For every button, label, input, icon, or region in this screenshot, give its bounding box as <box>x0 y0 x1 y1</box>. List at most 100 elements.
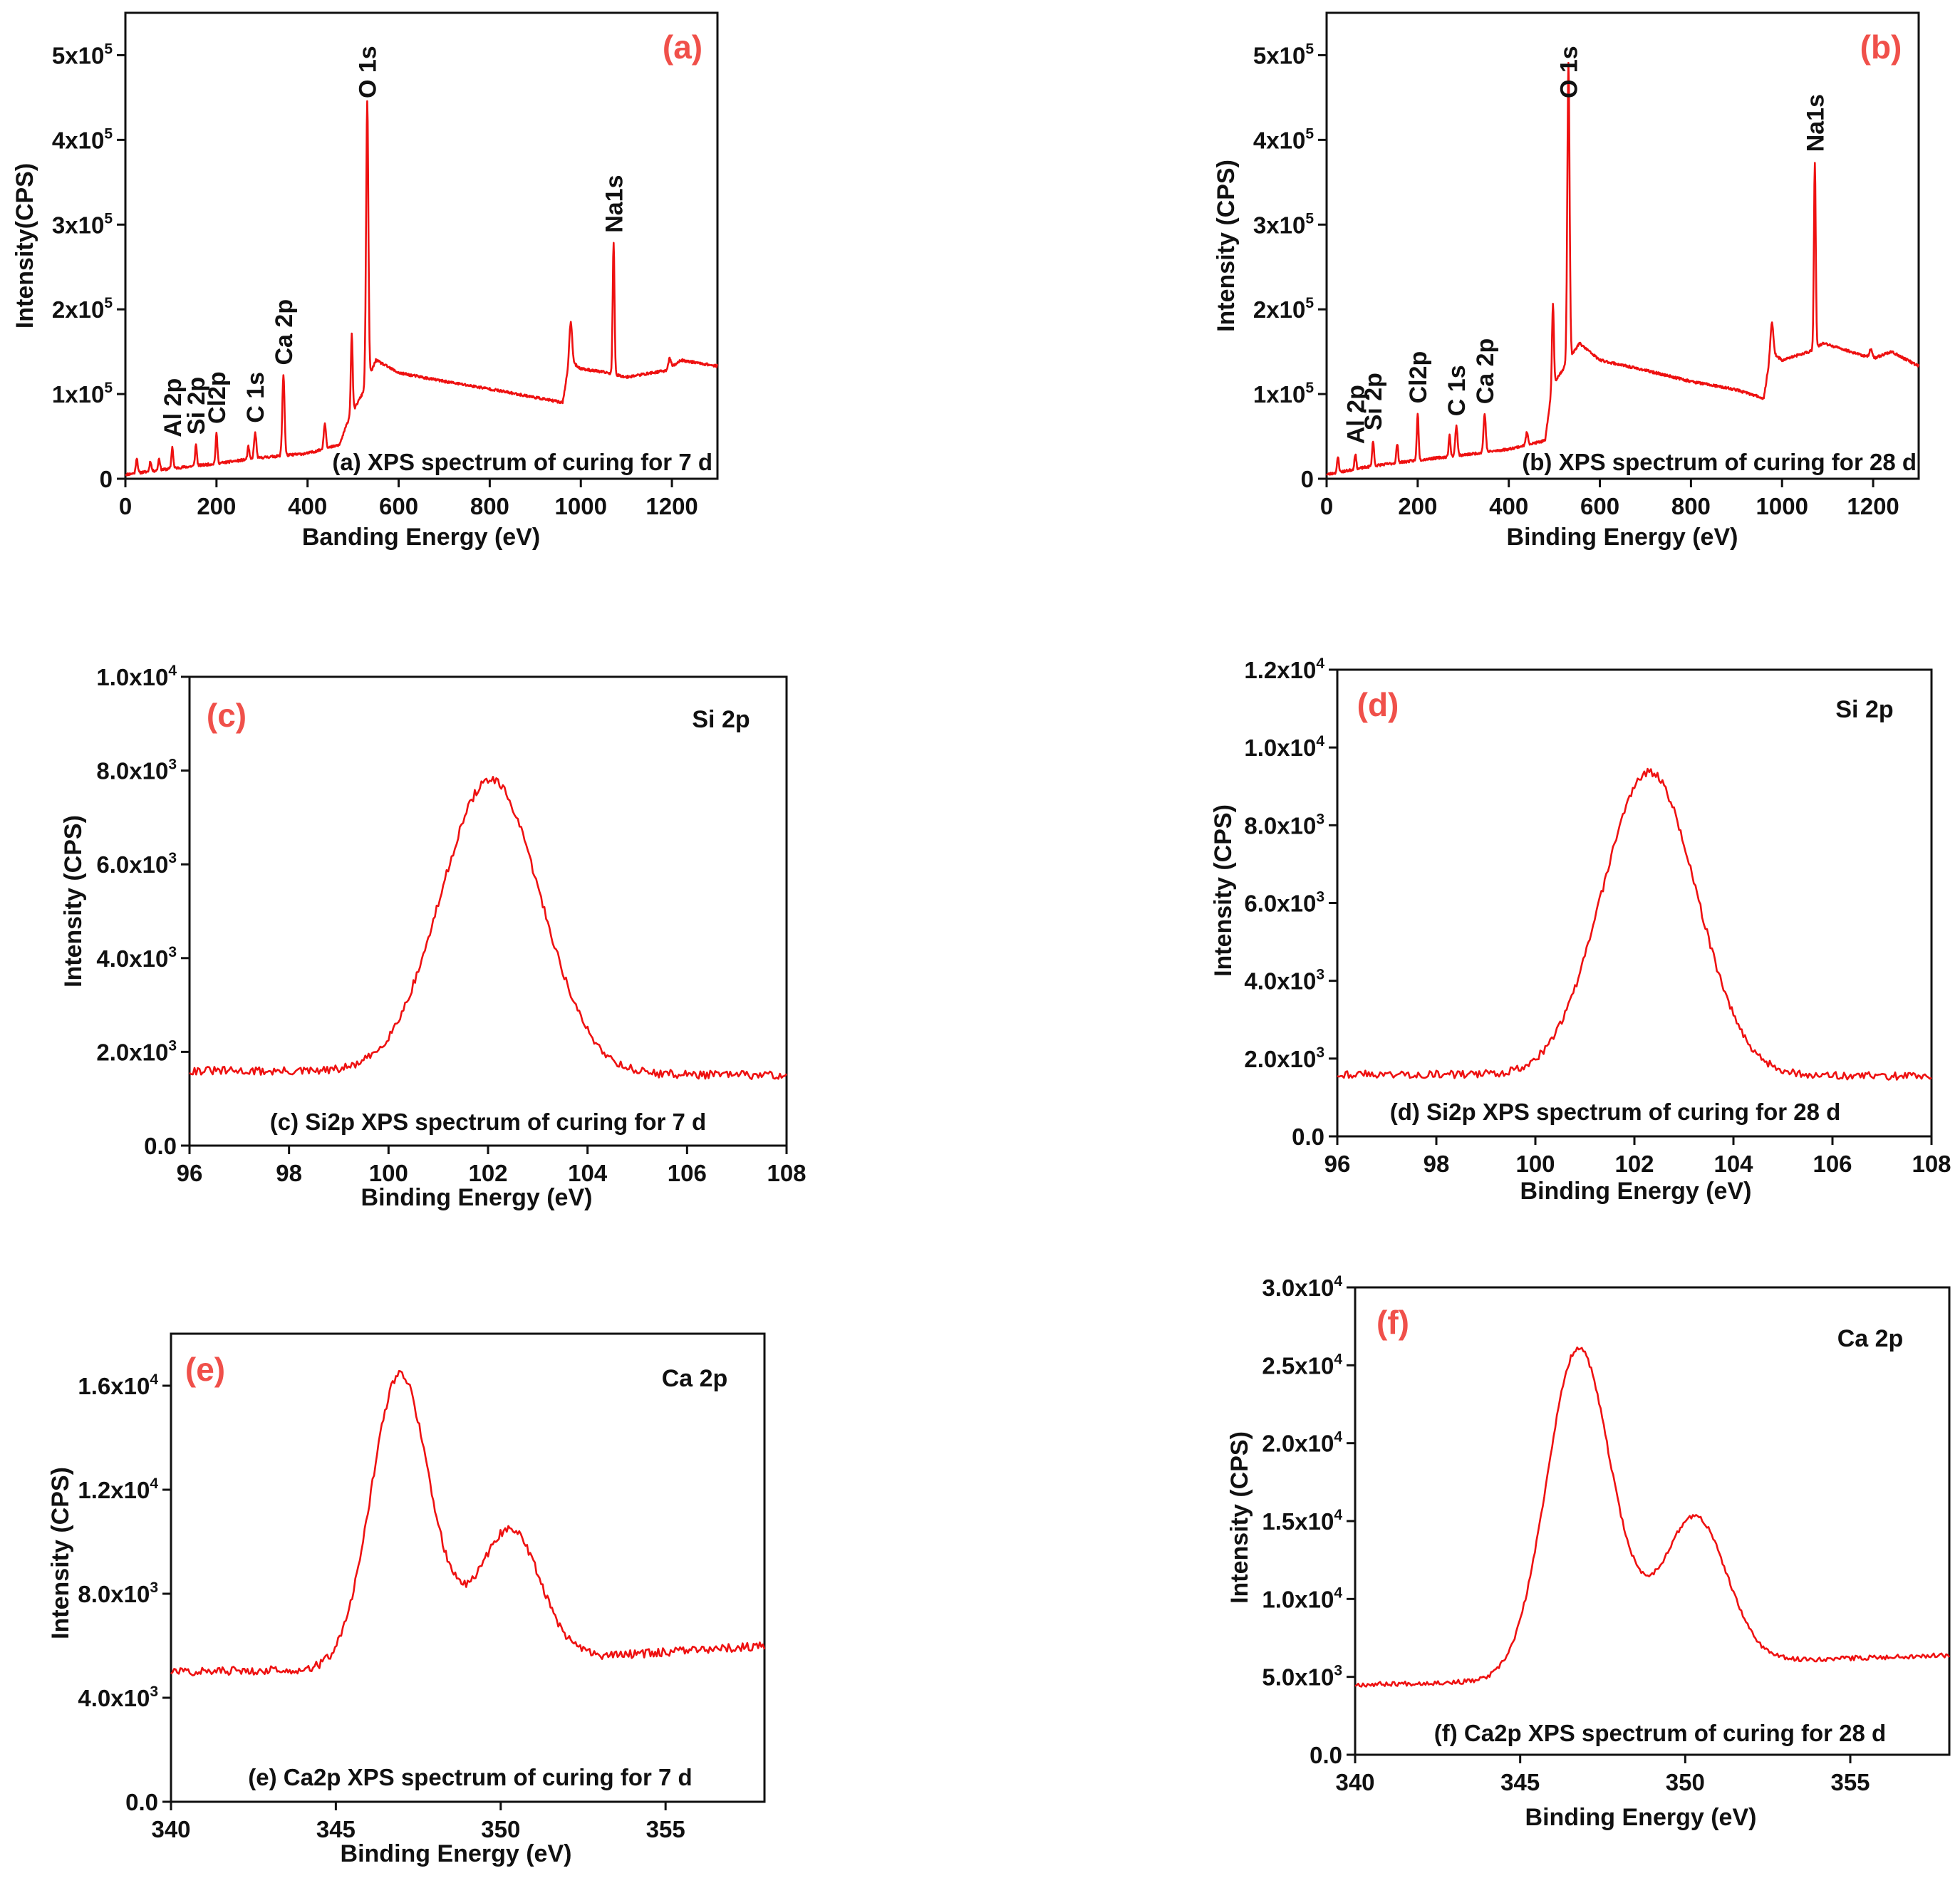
caption-f: (f) Ca2p XPS spectrum of curing for 28 d <box>1434 1720 1886 1746</box>
x-tick-label: 1200 <box>645 493 698 519</box>
x-tick-label: 600 <box>379 493 418 519</box>
x-tick-label: 108 <box>1912 1151 1951 1177</box>
y-tick-label: 5.0x103 <box>1262 1663 1342 1691</box>
y-tick-label: 6.0x103 <box>1244 889 1324 917</box>
x-tick-label: 96 <box>177 1160 203 1186</box>
plot-frame-e <box>170 1332 766 1803</box>
x-tick-label: 108 <box>767 1160 806 1186</box>
y-tick-label: 2.0x104 <box>1262 1429 1342 1457</box>
y-tick-label: 0.0 <box>1292 1124 1324 1150</box>
y-tick-label: 2.0x103 <box>96 1037 177 1065</box>
y-tick-label: 8.0x103 <box>78 1579 158 1607</box>
x-axis-a: 0 200 400 600 800 1000 1200 <box>119 479 698 519</box>
y-tick-label: 1.5x104 <box>1262 1507 1342 1535</box>
panel-b: 0 200 400 600 800 1000 1200 0 1x105 2x105 3x105 4x… <box>1213 11 1920 551</box>
x-tick-label: 1000 <box>1756 493 1808 519</box>
x-tick-label: 1000 <box>555 493 607 519</box>
y-tick-label: 4x105 <box>52 125 113 153</box>
y-axis-title-a: Intensity(CPS) <box>11 163 38 328</box>
x-tick-label: 345 <box>316 1816 356 1842</box>
plot-frame-d <box>1336 668 1933 1138</box>
y-tick-label: 4.0x103 <box>96 944 177 972</box>
y-axis-title-b: Intensity (CPS) <box>1213 160 1240 332</box>
y-axis-b: 0 1x105 2x105 3x105 4x105 5x105 <box>1253 41 1327 492</box>
x-tick-label: 96 <box>1324 1151 1351 1177</box>
y-tick-label: 8.0x103 <box>96 757 177 784</box>
y-axis-title-e: Intensity (CPS) <box>47 1467 74 1639</box>
y-tick-label: 0.0 <box>144 1133 177 1159</box>
y-tick-label: 1x105 <box>52 380 113 408</box>
x-tick-label: 102 <box>468 1160 507 1186</box>
x-axis-title-f: Binding Energy (eV) <box>1525 1804 1757 1831</box>
x-tick-label: 340 <box>1335 1769 1374 1795</box>
panel-d: 96 98 100 102 104 106 108 0.0 2.0x103 4.0x103 6.0… <box>1210 655 1951 1205</box>
spectrum-line-a <box>125 100 719 477</box>
x-axis-d: 96 98 100 102 104 106 108 <box>1324 1136 1951 1177</box>
x-tick-label: 355 <box>646 1816 685 1842</box>
x-tick-label: 600 <box>1580 493 1619 519</box>
caption-b: (b) XPS spectrum of curing for 28 d <box>1522 449 1917 475</box>
x-tick-label: 400 <box>1489 493 1528 519</box>
x-axis-f: 340 345 350 355 <box>1335 1755 1870 1795</box>
y-axis-a: 0 1x105 2x105 3x105 4x105 5x105 <box>52 41 125 492</box>
x-tick-label: 345 <box>1500 1769 1540 1795</box>
y-tick-label: 2x105 <box>52 295 113 323</box>
caption-d: (d) Si2p XPS spectrum of curing for 28 d <box>1390 1099 1841 1125</box>
y-tick-label: 3.0x104 <box>1262 1273 1342 1301</box>
x-tick-label: 104 <box>568 1160 608 1186</box>
y-tick-label: 5x105 <box>1253 41 1314 68</box>
x-axis-title-e: Binding Energy (eV) <box>341 1840 572 1867</box>
x-tick-label: 340 <box>151 1816 190 1842</box>
y-axis-d: 0.0 2.0x103 4.0x103 6.0x103 8.0x103 1.0x104 1.… <box>1244 655 1337 1150</box>
panel-f: 340 345 350 355 0.0 5.0x103 1.0x104 1.5x104 2.0… <box>1226 1273 1951 1831</box>
y-tick-label: 8.0x103 <box>1244 811 1324 839</box>
plot-frame-a <box>124 11 719 480</box>
peak-label: C 1s <box>242 372 269 423</box>
y-tick-label: 0 <box>100 466 113 492</box>
caption-c: (c) Si2p XPS spectrum of curing for 7 d <box>270 1109 706 1135</box>
x-tick-label: 800 <box>470 493 509 519</box>
peak-label: Cl2p <box>1405 351 1432 404</box>
y-tick-label: 4.0x103 <box>78 1684 158 1711</box>
x-tick-label: 800 <box>1671 493 1711 519</box>
x-axis-e: 340 345 350 355 <box>151 1802 685 1842</box>
peak-label: Na1s <box>601 175 628 233</box>
spectrum-line-b <box>1326 61 1920 476</box>
y-axis-title-d: Intensity (CPS) <box>1210 804 1237 977</box>
y-tick-label: 1.2x104 <box>1244 655 1324 683</box>
panel-e: 340 345 350 355 0.0 4.0x103 8.0x103 1.2x104 1.6… <box>47 1332 766 1867</box>
y-tick-label: 4x105 <box>1253 125 1314 153</box>
x-tick-label: 200 <box>197 493 236 519</box>
x-tick-label: 100 <box>1515 1151 1555 1177</box>
y-tick-label: 6.0x103 <box>96 850 177 878</box>
panel-label-b: (b) <box>1860 28 1902 66</box>
spectrum-line-f <box>1354 1347 1951 1688</box>
y-axis-title-c: Intensity (CPS) <box>60 815 87 987</box>
y-tick-label: 0 <box>1301 466 1314 492</box>
peak-label: O 1s <box>354 46 381 98</box>
panel-label-e: (e) <box>185 1351 225 1388</box>
peak-label: Na1s <box>1802 94 1829 152</box>
peak-label: Al 2p <box>160 378 187 437</box>
x-tick-label: 102 <box>1614 1151 1654 1177</box>
caption-e: (e) Ca2p XPS spectrum of curing for 7 d <box>248 1764 692 1790</box>
x-axis-b: 0 200 400 600 800 1000 1200 <box>1320 479 1899 519</box>
peak-label: Si 2p <box>183 377 210 435</box>
plot-frame-f <box>1354 1286 1951 1756</box>
x-axis-title-b: Binding Energy (eV) <box>1507 524 1738 551</box>
y-tick-label: 1.2x104 <box>78 1475 158 1503</box>
element-tag-d: Si 2p <box>1835 696 1893 723</box>
spectrum-line-e <box>170 1370 766 1676</box>
x-tick-label: 1200 <box>1847 493 1899 519</box>
peak-label: O 1s <box>1555 46 1582 98</box>
x-tick-label: 200 <box>1398 493 1437 519</box>
x-tick-label: 350 <box>1666 1769 1705 1795</box>
x-tick-label: 104 <box>1713 1151 1753 1177</box>
peak-label: Ca 2p <box>1472 338 1499 405</box>
spectrum-line-c <box>189 776 787 1080</box>
y-tick-label: 2.0x103 <box>1244 1044 1324 1072</box>
panel-c: 96 98 100 102 104 106 108 0.0 2.0x103 4.0x103 6.0… <box>60 663 807 1211</box>
x-axis-title-a: Banding Energy (eV) <box>302 524 540 551</box>
